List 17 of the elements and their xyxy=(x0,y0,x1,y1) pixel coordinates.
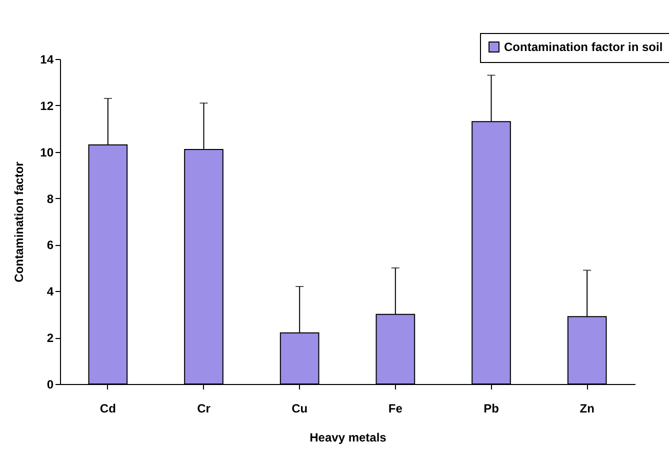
y-tick-label: 8 xyxy=(46,192,54,206)
x-tick-label: Cu xyxy=(292,402,308,416)
x-tick-label: Fe xyxy=(388,402,403,416)
y-axis-title: Contamination factor xyxy=(12,161,26,282)
y-tick-label: 6 xyxy=(46,238,54,252)
y-tick-label: 4 xyxy=(46,284,54,299)
y-tick-label: 14 xyxy=(40,52,54,66)
y-tick-label: 10 xyxy=(40,145,54,160)
x-tick-label: Pb xyxy=(484,402,499,416)
y-tick-label: 0 xyxy=(46,378,54,392)
x-tick-label: Zn xyxy=(580,402,594,416)
y-tick-label: 12 xyxy=(40,98,54,113)
y-tick-label: 2 xyxy=(46,331,54,346)
x-axis-title: Heavy metals xyxy=(310,430,387,444)
legend-label: Contamination factor in soil xyxy=(504,40,663,54)
x-tick-label: Cr xyxy=(197,402,211,416)
x-tick-label: Cd xyxy=(100,402,116,416)
